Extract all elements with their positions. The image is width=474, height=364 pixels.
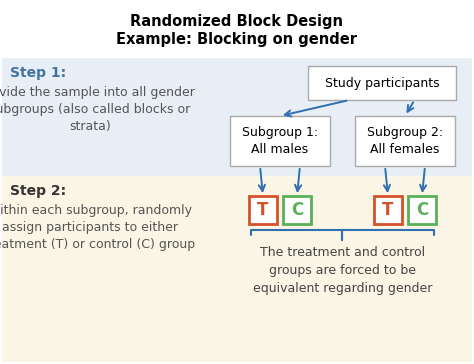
Text: Subgroup 1:
All males: Subgroup 1: All males xyxy=(242,126,318,156)
Bar xyxy=(2,176,472,362)
Text: Study participants: Study participants xyxy=(325,76,439,90)
FancyBboxPatch shape xyxy=(249,196,277,224)
Text: Step 1:: Step 1: xyxy=(10,66,66,80)
Text: Divide the sample into all gender
subgroups (also called blocks or
strata): Divide the sample into all gender subgro… xyxy=(0,86,194,133)
Text: Subgroup 2:
All females: Subgroup 2: All females xyxy=(367,126,443,156)
Text: Step 2:: Step 2: xyxy=(10,184,66,198)
FancyBboxPatch shape xyxy=(408,196,436,224)
Text: Example: Blocking on gender: Example: Blocking on gender xyxy=(117,32,357,47)
Text: T: T xyxy=(383,201,394,219)
FancyBboxPatch shape xyxy=(355,116,455,166)
Text: C: C xyxy=(291,201,303,219)
Text: T: T xyxy=(257,201,269,219)
Bar xyxy=(2,58,472,176)
Text: The treatment and control
groups are forced to be
equivalent regarding gender: The treatment and control groups are for… xyxy=(253,246,432,295)
Text: C: C xyxy=(416,201,428,219)
FancyBboxPatch shape xyxy=(230,116,330,166)
Text: Randomized Block Design: Randomized Block Design xyxy=(130,14,344,29)
FancyBboxPatch shape xyxy=(308,66,456,100)
FancyBboxPatch shape xyxy=(283,196,311,224)
FancyBboxPatch shape xyxy=(374,196,402,224)
Text: Within each subgroup, randomly
assign participants to either
treatment (T) or co: Within each subgroup, randomly assign pa… xyxy=(0,204,196,251)
